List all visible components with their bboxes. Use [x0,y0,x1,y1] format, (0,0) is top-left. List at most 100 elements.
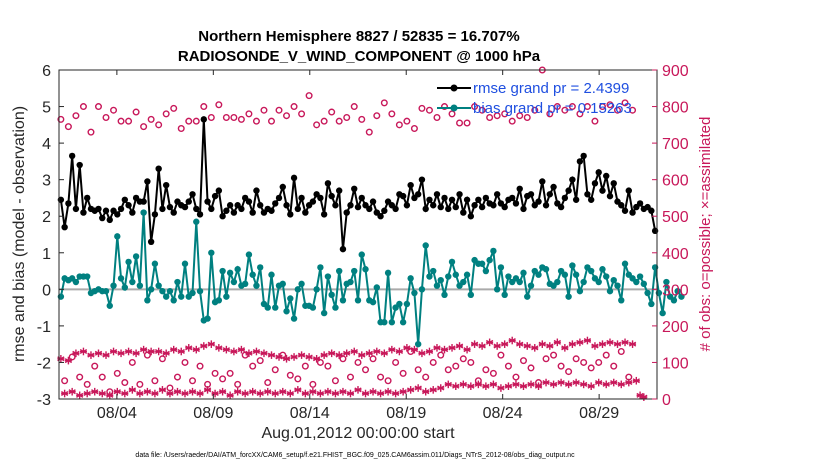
obs-possible-point [448,110,456,118]
obs-assimilated-point [294,386,302,394]
bias-point [219,267,226,275]
obs-assimilated-point [576,338,584,347]
bias-point [422,242,429,249]
bias-point [290,315,298,322]
rmse-point [287,211,294,218]
obs-possible-point [418,104,426,112]
bias-point [328,291,335,299]
bias-point [430,267,437,275]
y-tick-label: -1 [37,319,51,336]
obs-possible-point [369,355,377,363]
bias-point [223,293,230,300]
obs-possible-point [395,121,403,129]
obs-possible-point [305,92,313,100]
bias-point [399,319,407,326]
obs-assimilated-point [207,340,215,348]
rmse-point [452,203,459,211]
bias-point [418,286,426,293]
obs-assimilated-point [252,347,261,356]
rmse-point [155,165,162,172]
rmse-point [565,187,572,194]
obs-possible-point [72,112,80,120]
obs-possible-point [98,373,106,381]
obs-assimilated-point [121,389,129,398]
bias-point [644,289,651,297]
bias-point [257,264,264,271]
bias-point [610,276,617,284]
obs-possible-point [425,106,433,114]
bias-point [490,247,497,255]
obs-possible-point [557,362,565,370]
obs-possible-point [252,117,260,125]
obs-assimilated-point [309,387,317,396]
obs-assimilated-point [271,389,279,398]
bias-point [569,262,576,269]
bias-point [411,289,418,297]
bias-point [618,297,625,304]
obs-assimilated-point [350,347,358,356]
obs-possible-point [346,373,354,381]
obs-possible-point [211,369,219,377]
obs-assimilated-point [128,386,136,394]
rmse-point [275,194,283,202]
obs-possible-point [493,112,501,120]
obs-assimilated-point [613,340,622,348]
rmse-point [527,191,535,198]
obs-assimilated-point [485,338,494,347]
obs-possible-point [140,123,148,131]
bias-point [114,233,121,240]
obs-assimilated-point [215,344,223,352]
bias-point [178,293,185,300]
rmse-point [629,209,636,216]
bias-point [595,278,602,286]
obs-possible-point [587,364,595,372]
bias-point [162,293,170,300]
obs-possible-series [57,66,637,396]
obs-possible-point [625,373,633,381]
obs-assimilated-point [595,378,603,387]
rmse-point [283,202,290,209]
bias-point [294,286,302,293]
rmse-point [290,174,298,182]
obs-possible-point [414,366,422,374]
bias-point [335,267,343,275]
y-axis-left: -3 -2 -1 0 1 2 3 4 5 6 [37,63,64,409]
bias-point [674,287,681,295]
y-right-tick-label: 500 [662,209,689,226]
rmse-point [332,202,339,209]
rmse-point [606,192,614,200]
bias-point [448,258,456,266]
obs-possible-point [260,106,268,114]
obs-assimilated-point [301,389,309,398]
obs-assimilated-point [260,349,268,358]
obs-possible-point [553,103,561,111]
obs-assimilated-point [395,347,404,356]
bias-point [614,282,621,289]
rmse-point [211,192,219,200]
obs-possible-point [516,112,524,120]
obs-possible-point [215,101,223,109]
rmse-point [253,187,260,194]
obs-assimilated-point [305,353,313,361]
obs-possible-point [422,373,430,381]
bias-point [347,278,354,286]
rmse-point [121,196,129,203]
obs-possible-point [166,384,174,392]
rmse-point [200,116,207,123]
bias-point [648,300,655,308]
obs-assimilated-point [132,349,140,358]
rmse-point [320,211,328,218]
obs-assimilated-point [79,347,88,356]
obs-possible-point [508,117,516,125]
obs-possible-point [102,114,110,122]
bias-point [441,291,448,299]
obs-assimilated-point [564,380,573,389]
obs-possible-point [444,366,452,374]
rmse-point [294,205,302,213]
y-right-tick-label: 100 [662,355,689,372]
obs-possible-point [568,103,576,111]
rmse-point [399,192,407,200]
bias-point [102,287,110,295]
obs-possible-point [249,362,257,370]
bias-point [193,218,200,225]
